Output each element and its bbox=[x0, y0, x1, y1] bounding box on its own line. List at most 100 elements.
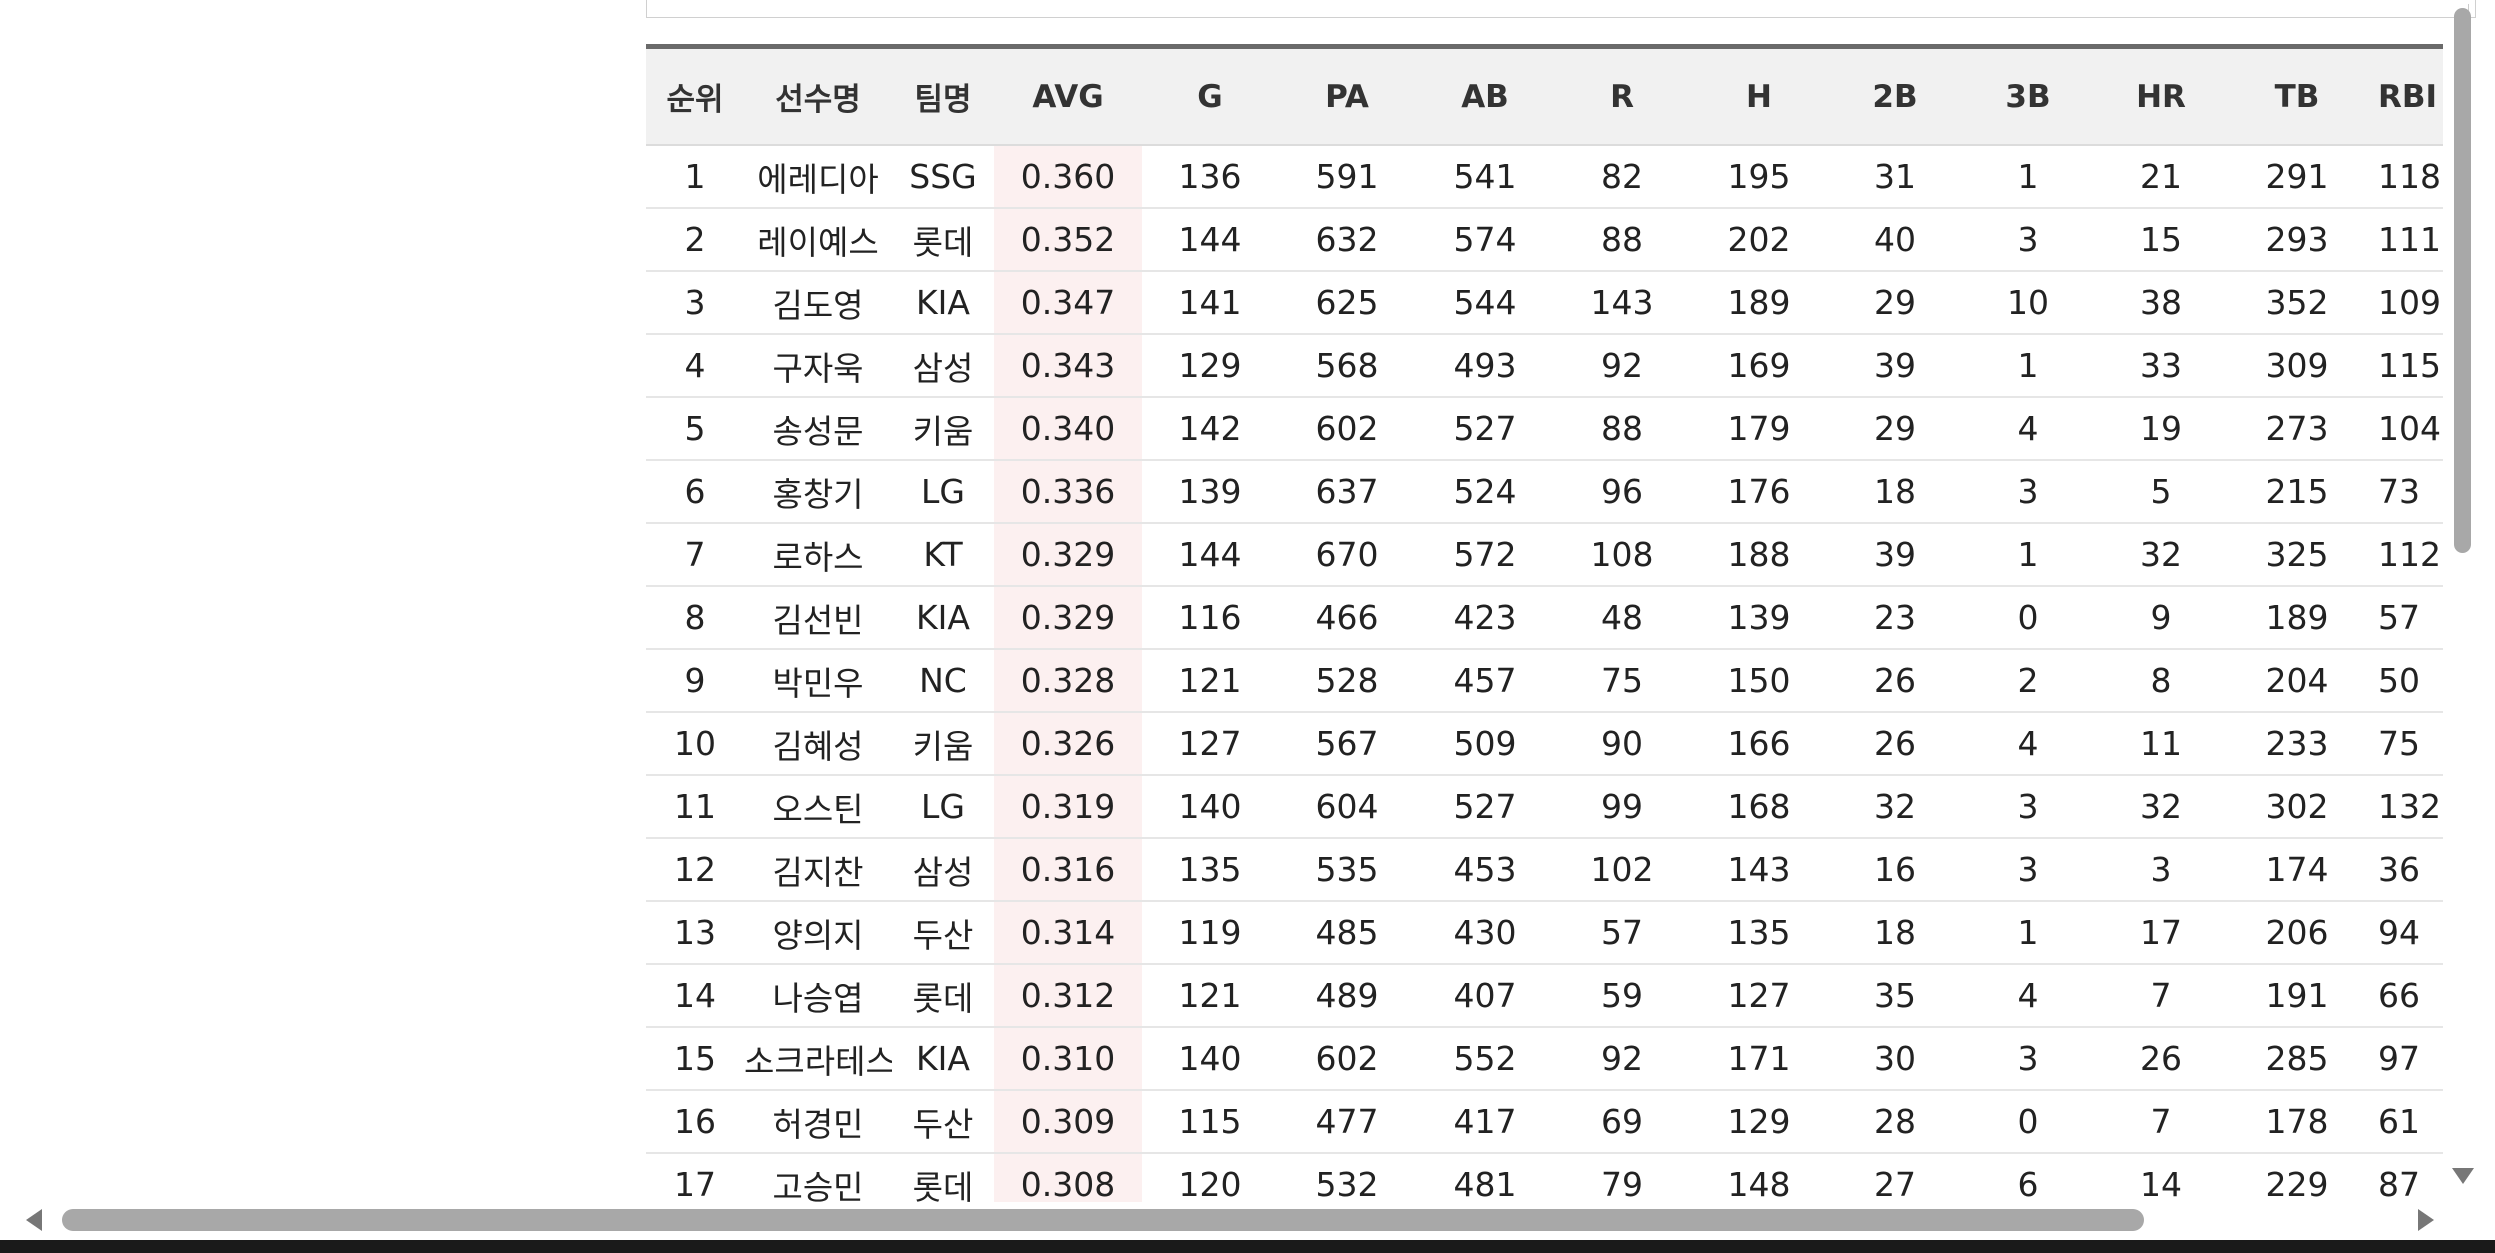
cell-pa: 602 bbox=[1278, 397, 1416, 461]
cell-rank: 1 bbox=[646, 145, 744, 209]
cell-h: 179 bbox=[1690, 397, 1828, 461]
cell-avg: 0.329 bbox=[994, 523, 1142, 587]
table-row[interactable]: 15 소크라테스 KIA 0.310 140 602 552 92 171 30 3 26 285 97 bbox=[646, 1027, 2443, 1091]
column-header-avg[interactable]: AVG bbox=[994, 49, 1142, 146]
table-row[interactable]: 3 김도영 KIA 0.347 141 625 544 143 189 29 10 38 352 109 bbox=[646, 271, 2443, 335]
cell-player-name: 김선빈 bbox=[744, 586, 892, 650]
cell-3b: 3 bbox=[1962, 838, 2094, 902]
arrow-down-icon[interactable] bbox=[2452, 1168, 2474, 1184]
table-row[interactable]: 2 레이예스 롯데 0.352 144 632 574 88 202 40 3 15 293 111 bbox=[646, 208, 2443, 272]
horizontal-scrollbar[interactable] bbox=[20, 1200, 2460, 1240]
cell-rank: 7 bbox=[646, 523, 744, 587]
cell-g: 141 bbox=[1142, 271, 1278, 335]
column-header-r[interactable]: R bbox=[1554, 49, 1690, 146]
cell-team-name: 두산 bbox=[892, 901, 994, 965]
cell-h: 150 bbox=[1690, 649, 1828, 713]
cell-pa: 485 bbox=[1278, 901, 1416, 965]
cell-h: 169 bbox=[1690, 334, 1828, 398]
cell-avg: 0.314 bbox=[994, 901, 1142, 965]
cell-h: 129 bbox=[1690, 1090, 1828, 1154]
column-header-tb[interactable]: TB bbox=[2228, 49, 2366, 146]
table-row[interactable]: 10 김혜성 키움 0.326 127 567 509 90 166 26 4 11 233 75 bbox=[646, 712, 2443, 776]
cell-2b: 31 bbox=[1828, 145, 1962, 209]
cell-avg: 0.310 bbox=[994, 1027, 1142, 1091]
cell-2b: 39 bbox=[1828, 523, 1962, 587]
table-row[interactable]: 8 김선빈 KIA 0.329 116 466 423 48 139 23 0 9 189 57 bbox=[646, 586, 2443, 650]
column-header-ab[interactable]: AB bbox=[1416, 49, 1554, 146]
table-row[interactable]: 9 박민우 NC 0.328 121 528 457 75 150 26 2 8 204 50 bbox=[646, 649, 2443, 713]
column-header-g[interactable]: G bbox=[1142, 49, 1278, 146]
vertical-scroll-thumb[interactable] bbox=[2454, 8, 2471, 553]
cell-team-name: KIA bbox=[892, 586, 994, 650]
cell-pa: 670 bbox=[1278, 523, 1416, 587]
cell-3b: 10 bbox=[1962, 271, 2094, 335]
cell-g: 139 bbox=[1142, 460, 1278, 524]
cell-3b: 4 bbox=[1962, 712, 2094, 776]
arrow-right-icon[interactable] bbox=[2418, 1209, 2434, 1231]
cell-h: 148 bbox=[1690, 1153, 1828, 1202]
cell-3b: 6 bbox=[1962, 1153, 2094, 1202]
cell-tb: 273 bbox=[2228, 397, 2366, 461]
column-header-2b[interactable]: 2B bbox=[1828, 49, 1962, 146]
cell-player-name: 박민우 bbox=[744, 649, 892, 713]
table-row[interactable]: 12 김지찬 삼성 0.316 135 535 453 102 143 16 3 3 174 36 bbox=[646, 838, 2443, 902]
arrow-left-icon[interactable] bbox=[26, 1209, 42, 1231]
table-row[interactable]: 7 로하스 KT 0.329 144 670 572 108 188 39 1 32 325 112 bbox=[646, 523, 2443, 587]
column-header-hr[interactable]: HR bbox=[2094, 49, 2228, 146]
cell-g: 115 bbox=[1142, 1090, 1278, 1154]
cell-tb: 293 bbox=[2228, 208, 2366, 272]
cell-tb: 204 bbox=[2228, 649, 2366, 713]
table-row[interactable]: 6 홍창기 LG 0.336 139 637 524 96 176 18 3 5 215 73 bbox=[646, 460, 2443, 524]
cell-rank: 16 bbox=[646, 1090, 744, 1154]
table-row[interactable]: 1 에레디아 SSG 0.360 136 591 541 82 195 31 1 21 291 118 bbox=[646, 145, 2443, 209]
table-row[interactable]: 4 구자욱 삼성 0.343 129 568 493 92 169 39 1 33 309 115 bbox=[646, 334, 2443, 398]
cell-r: 69 bbox=[1554, 1090, 1690, 1154]
table-row[interactable]: 16 허경민 두산 0.309 115 477 417 69 129 28 0 7 178 61 bbox=[646, 1090, 2443, 1154]
column-header-rbi[interactable]: RBI bbox=[2366, 49, 2443, 146]
cell-avg: 0.343 bbox=[994, 334, 1142, 398]
cell-r: 102 bbox=[1554, 838, 1690, 902]
cell-r: 88 bbox=[1554, 208, 1690, 272]
cell-tb: 191 bbox=[2228, 964, 2366, 1028]
cell-avg: 0.326 bbox=[994, 712, 1142, 776]
column-header-player-name[interactable]: 선수명 bbox=[744, 49, 892, 146]
cell-avg: 0.316 bbox=[994, 838, 1142, 902]
cell-player-name: 김지찬 bbox=[744, 838, 892, 902]
horizontal-scroll-thumb[interactable] bbox=[62, 1209, 2144, 1231]
cell-hr: 8 bbox=[2094, 649, 2228, 713]
cell-avg: 0.329 bbox=[994, 586, 1142, 650]
table-row[interactable]: 14 나승엽 롯데 0.312 121 489 407 59 127 35 4 7 191 66 bbox=[646, 964, 2443, 1028]
cell-avg: 0.352 bbox=[994, 208, 1142, 272]
cell-r: 59 bbox=[1554, 964, 1690, 1028]
cell-g: 142 bbox=[1142, 397, 1278, 461]
column-header-team-name[interactable]: 팀명 bbox=[892, 49, 994, 146]
column-header-h[interactable]: H bbox=[1690, 49, 1828, 146]
cell-hr: 32 bbox=[2094, 523, 2228, 587]
cell-rbi: 132 bbox=[2366, 775, 2443, 839]
cell-pa: 591 bbox=[1278, 145, 1416, 209]
cell-3b: 3 bbox=[1962, 1027, 2094, 1091]
cell-g: 119 bbox=[1142, 901, 1278, 965]
cell-tb: 178 bbox=[2228, 1090, 2366, 1154]
column-header-3b[interactable]: 3B bbox=[1962, 49, 2094, 146]
cell-rank: 10 bbox=[646, 712, 744, 776]
cell-g: 121 bbox=[1142, 964, 1278, 1028]
column-header-rank[interactable]: 순위 bbox=[646, 49, 744, 146]
cell-rbi: 94 bbox=[2366, 901, 2443, 965]
vertical-scrollbar[interactable] bbox=[2452, 0, 2474, 1200]
cell-ab: 430 bbox=[1416, 901, 1554, 965]
cell-rbi: 75 bbox=[2366, 712, 2443, 776]
cell-rbi: 97 bbox=[2366, 1027, 2443, 1091]
cell-hr: 38 bbox=[2094, 271, 2228, 335]
cell-h: 166 bbox=[1690, 712, 1828, 776]
table-row[interactable]: 13 양의지 두산 0.314 119 485 430 57 135 18 1 17 206 94 bbox=[646, 901, 2443, 965]
table-row[interactable]: 11 오스틴 LG 0.319 140 604 527 99 168 32 3 32 302 132 bbox=[646, 775, 2443, 839]
cell-player-name: 고승민 bbox=[744, 1153, 892, 1202]
table-row[interactable]: 17 고승민 롯데 0.308 120 532 481 79 148 27 6 14 229 87 bbox=[646, 1153, 2443, 1202]
batting-stats-table: 순위 선수명 팀명 AVG G PA AB R H 2B 3B HR TB RBI 1 에레디아 SSG 0.3… bbox=[646, 49, 2443, 1202]
table-row[interactable]: 5 송성문 키움 0.340 142 602 527 88 179 29 4 19 273 104 bbox=[646, 397, 2443, 461]
column-header-pa[interactable]: PA bbox=[1278, 49, 1416, 146]
cell-r: 108 bbox=[1554, 523, 1690, 587]
cell-player-name: 에레디아 bbox=[744, 145, 892, 209]
cell-tb: 325 bbox=[2228, 523, 2366, 587]
